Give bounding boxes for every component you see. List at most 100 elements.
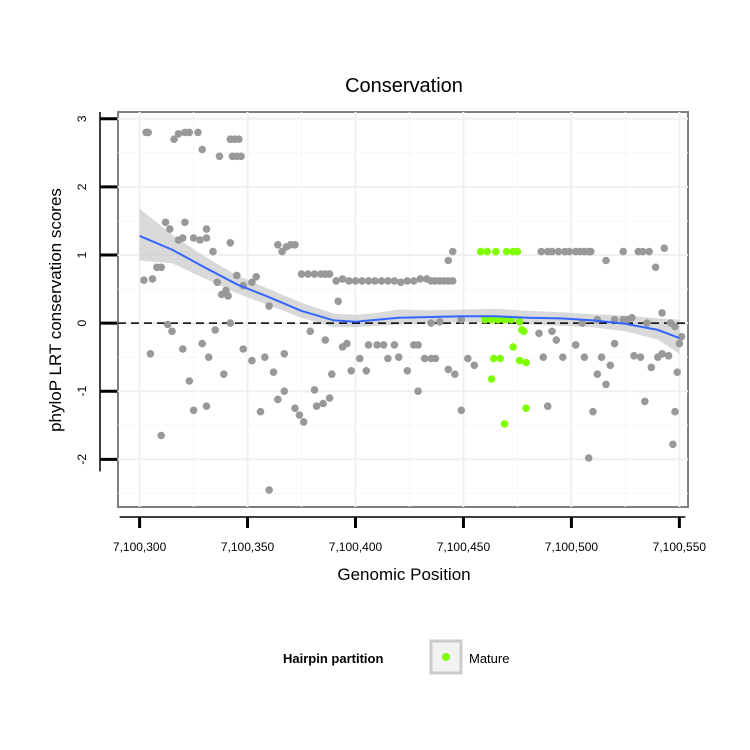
point-other [304,270,312,278]
point-other [325,270,334,278]
point-other [597,353,606,362]
y-tick-label: 1 [75,251,89,258]
point-other [306,327,315,336]
point-other [265,302,273,310]
y-axis: 3 2 1 0 -1 -2 [75,112,117,472]
smooth-line [139,234,680,340]
point-other [384,354,392,363]
point-other [248,278,256,287]
point-mature [481,315,489,324]
point-other [554,247,563,256]
point-other [470,361,479,370]
x-axis-title: Genomic Position [337,565,470,584]
point-other [144,128,152,137]
plot-panel [117,111,689,508]
point-other [537,247,545,256]
point-other [431,354,440,363]
point-other [641,397,649,406]
point-other [328,370,336,379]
point-other [256,407,265,416]
point-mature [492,247,500,256]
point-other [414,387,422,396]
point-other [589,407,597,416]
point-other [265,486,273,494]
y-tick-label: -1 [75,386,89,397]
x-tick-label: 7,100,500 [545,540,599,554]
point-other [628,313,636,322]
point-other [148,275,157,283]
point-other [157,263,165,272]
point-mature [483,247,492,256]
point-other [643,319,651,327]
point-other [269,368,278,377]
point-other [220,370,228,379]
point-mature [515,356,524,365]
point-other [647,363,656,372]
point-other [390,277,399,285]
x-tick-label: 7,100,350 [221,540,275,554]
point-other [196,236,204,244]
point-other [280,387,289,396]
point-other [189,406,198,415]
point-other [619,247,627,256]
point-other [202,225,211,233]
point-other [185,128,194,137]
point-mature [500,315,509,324]
point-other [420,354,429,363]
point-other [319,399,327,408]
point-other [457,406,466,415]
y-tick-label: 3 [75,115,89,122]
point-other [179,234,187,242]
point-mature [518,326,526,334]
smooth-curve [139,234,680,340]
point-other [606,361,615,370]
point-other [636,353,645,362]
point-other [552,336,561,344]
point-other [356,354,364,363]
point-other [364,341,373,349]
point-other [571,341,580,349]
point-other [673,368,681,377]
point-other [451,370,459,379]
point-mature [522,358,530,367]
point-other [168,327,176,336]
point-other [658,309,666,317]
point-other [179,345,187,353]
point-other [651,263,660,272]
point-other [157,431,165,440]
point-other [274,395,282,404]
point-other [185,377,194,385]
point-other [252,273,260,281]
x-axis: 7,100,300 7,100,350 7,100,400 7,100,450 7,10… [113,516,707,554]
x-tick-label: 7,100,550 [653,540,707,554]
chart-title: Conservation [345,75,463,97]
point-other [338,275,347,283]
point-mature [502,247,511,256]
point-other [464,354,472,363]
point-other [209,247,217,256]
point-other [671,322,679,331]
legend-key-dot [442,653,450,661]
point-other [321,336,330,344]
point-other [539,353,548,362]
y-tick-label: 0 [75,319,89,326]
point-other [198,339,206,348]
point-mature [513,247,522,256]
point-other [189,234,198,242]
point-other [202,234,211,242]
point-other [233,271,241,280]
point-other [194,128,202,137]
point-other [548,327,556,336]
point-other [669,440,677,449]
point-other [291,404,299,413]
point-other [343,339,351,348]
point-other [559,353,567,362]
point-other [161,218,170,227]
point-other [248,356,256,365]
point-other [332,277,340,285]
legend-title: Hairpin partition [283,651,383,666]
point-other [397,278,405,287]
point-other [325,394,334,402]
point-other [645,247,653,256]
x-tick-label: 7,100,300 [113,540,167,554]
